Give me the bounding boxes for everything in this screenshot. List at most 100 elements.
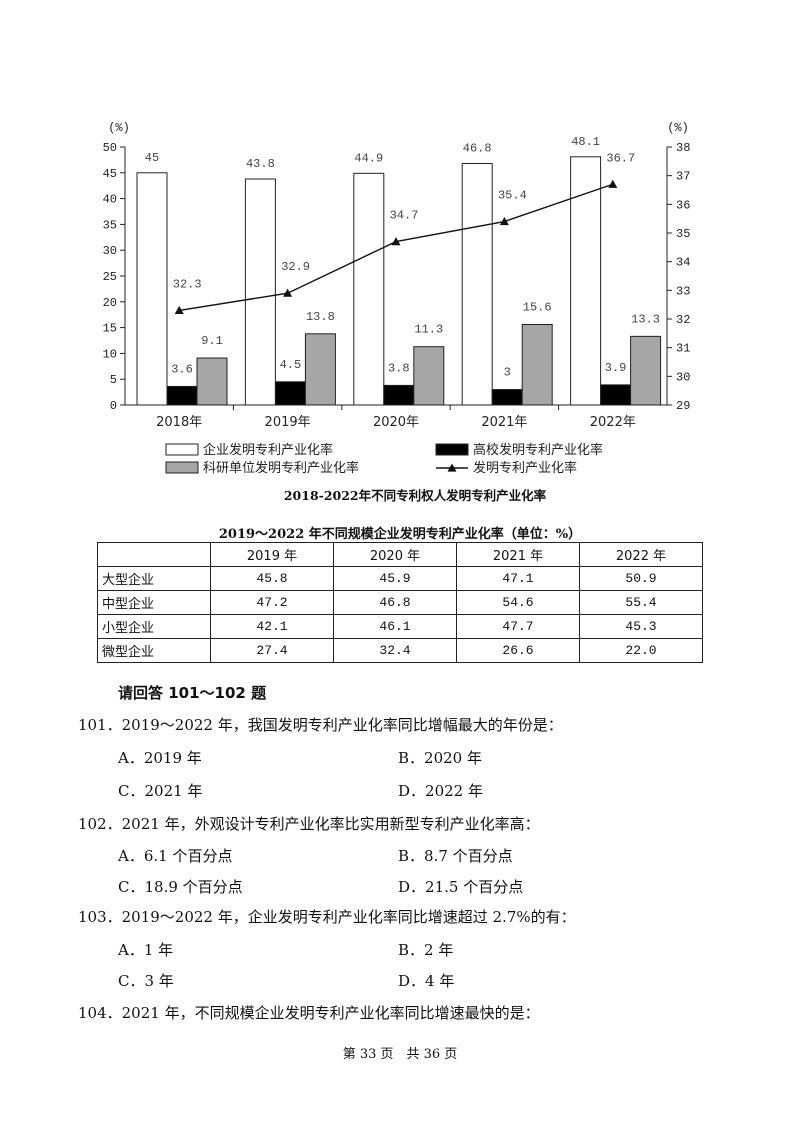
option-103-b[interactable]: B．2 年 <box>398 941 454 959</box>
y-tick-label-left: 20 <box>103 296 117 310</box>
table-header-corner <box>97 542 211 567</box>
option-102-a[interactable]: A．6.1 个百分点 <box>118 847 233 865</box>
y-tick-label-right: 30 <box>676 370 690 384</box>
y-tick-label-right: 38 <box>676 141 690 155</box>
bar-label-university: 3 <box>504 366 511 380</box>
bar-label-enterprise: 43.8 <box>246 157 275 171</box>
bar-label-enterprise: 45 <box>145 151 159 165</box>
question-102: 102．2021 年，外观设计专利产业化率比实用新型专利产业化率高： <box>78 815 540 833</box>
bar-label-university: 4.5 <box>280 358 302 372</box>
y-unit-left: (%) <box>108 121 130 135</box>
table-row: 小型企业 42.1 46.1 47.7 45.3 <box>97 614 703 639</box>
bar-label-university: 3.6 <box>171 362 193 376</box>
legend-label: 科研单位发明专利产业化率 <box>203 460 359 476</box>
line-marker <box>391 237 401 246</box>
bar-label-enterprise: 46.8 <box>463 142 492 156</box>
y-tick-label-left: 15 <box>103 322 117 336</box>
table-cell: 47.1 <box>456 566 580 591</box>
table-title: 2019～2022 年不同规模企业发明专利产业化率（单位：%） <box>218 527 582 542</box>
bar-university <box>491 389 523 406</box>
table-cell: 55.4 <box>579 590 703 615</box>
question-103: 103．2019～2022 年，企业发明专利产业化率同比增速超过 2.7%的有： <box>78 908 576 926</box>
y-tick-label-left: 35 <box>103 218 117 232</box>
x-tick-label: 2019年 <box>265 415 311 430</box>
option-102-d[interactable]: D．21.5 个百分点 <box>398 878 524 896</box>
option-102-b[interactable]: B．8.7 个百分点 <box>398 847 513 865</box>
option-101-d[interactable]: D．2022 年 <box>398 782 483 800</box>
x-tick-label: 2018年 <box>156 415 202 430</box>
row-label: 中型企业 <box>97 590 211 615</box>
patent-chart: 0 5 10 15 20 25 30 35 40 45 50 29 30 31 32 33 34 35 36 37 38… <box>103 121 691 503</box>
line-marker <box>499 217 509 226</box>
bar-label-research: 13.3 <box>631 312 660 326</box>
y-tick-label-right: 31 <box>676 342 690 356</box>
row-label: 小型企业 <box>97 614 211 639</box>
y-unit-right: (%) <box>667 121 689 135</box>
y-tick-label-left: 45 <box>103 167 117 181</box>
table-cell: 47.2 <box>210 590 334 615</box>
line-label: 35.4 <box>498 189 527 203</box>
legend-swatch <box>435 443 469 456</box>
y-tick-label-left: 5 <box>110 373 117 387</box>
y-tick-label-right: 32 <box>676 313 690 327</box>
option-103-a[interactable]: A．1 年 <box>118 941 174 959</box>
bar-label-research: 13.8 <box>306 310 335 324</box>
table-header-cell: 2019 年 <box>210 542 334 567</box>
y-tick-label-right: 33 <box>676 284 690 298</box>
bar-university <box>166 385 198 406</box>
y-tick-label-right: 37 <box>676 170 690 184</box>
table-cell: 45.3 <box>579 614 703 639</box>
table-cell: 42.1 <box>210 614 334 639</box>
bar-label-university: 3.9 <box>605 361 627 375</box>
bar-enterprise <box>461 163 493 406</box>
legend-label: 发明专利产业化率 <box>473 460 577 476</box>
bar-research <box>196 357 228 406</box>
option-101-b[interactable]: B．2020 年 <box>398 749 482 767</box>
x-tick-label: 2021年 <box>481 415 527 430</box>
line-label: 32.9 <box>281 260 310 274</box>
y-tick-label-left: 25 <box>103 270 117 284</box>
line-label: 36.7 <box>606 151 635 165</box>
bar-enterprise <box>244 178 276 406</box>
legend-label: 企业发明专利产业化率 <box>203 442 333 458</box>
y-tick-label-left: 10 <box>103 347 117 361</box>
bar-label-enterprise: 44.9 <box>354 151 383 165</box>
y-tick-label-left: 0 <box>110 399 117 413</box>
legend-swatch <box>165 443 199 456</box>
bar-label-research: 9.1 <box>201 334 223 348</box>
table-cell: 45.9 <box>333 566 457 591</box>
option-103-c[interactable]: C．3 年 <box>118 972 174 990</box>
bar-research <box>630 335 662 406</box>
row-label: 微型企业 <box>97 638 211 663</box>
table-row: 大型企业 45.8 45.9 47.1 50.9 <box>97 566 703 591</box>
question-101: 101．2019～2022 年，我国发明专利产业化率同比增幅最大的年份是： <box>78 716 563 734</box>
table-cell: 45.8 <box>210 566 334 591</box>
legend-marker <box>447 463 457 472</box>
table-cell: 32.4 <box>333 638 457 663</box>
line-label: 32.3 <box>173 277 202 291</box>
option-101-a[interactable]: A．2019 年 <box>118 749 202 767</box>
option-102-c[interactable]: C．18.9 个百分点 <box>118 878 243 896</box>
y-tick-label-right: 36 <box>676 198 690 212</box>
x-tick-label: 2022年 <box>590 415 636 430</box>
option-101-c[interactable]: C．2021 年 <box>118 782 203 800</box>
chart-title: 2018-2022年不同专利权人发明专利产业化率 <box>284 488 547 503</box>
table-cell: 26.6 <box>456 638 580 663</box>
bar-enterprise <box>353 172 385 406</box>
table-header-row: 2019 年 2020 年 2021 年 2022 年 <box>97 542 703 567</box>
bar-label-research: 15.6 <box>523 301 552 315</box>
option-103-d[interactable]: D．4 年 <box>398 972 455 990</box>
table-header-cell: 2022 年 <box>579 542 703 567</box>
line-marker <box>174 305 184 314</box>
line-label: 34.7 <box>390 209 419 223</box>
table-header-cell: 2020 年 <box>333 542 457 567</box>
bar-research <box>521 324 553 406</box>
table-cell: 46.1 <box>333 614 457 639</box>
row-label: 大型企业 <box>97 566 211 591</box>
bar-university <box>274 381 306 406</box>
y-tick-label-right: 34 <box>676 256 690 270</box>
page-footer: 第 33 页 共 36 页 <box>342 1047 458 1062</box>
bar-label-enterprise: 48.1 <box>571 135 600 149</box>
y-tick-label-left: 50 <box>103 141 117 155</box>
table-row: 中型企业 47.2 46.8 54.6 55.4 <box>97 590 703 615</box>
